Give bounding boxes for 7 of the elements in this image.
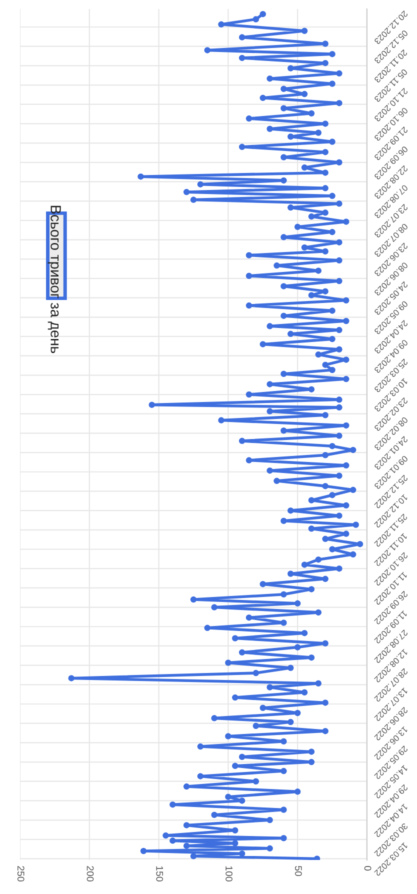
x-tick-label: 250 [17,866,24,882]
x-tick-label: 50 [294,866,302,876]
x-tick-label: 200 [86,866,94,882]
x-tick-label: 150 [156,866,164,882]
text: Всього тривог за день [48,206,61,354]
x-tick-label: 0 [364,866,372,871]
x-tick-label: 100 [226,866,232,882]
